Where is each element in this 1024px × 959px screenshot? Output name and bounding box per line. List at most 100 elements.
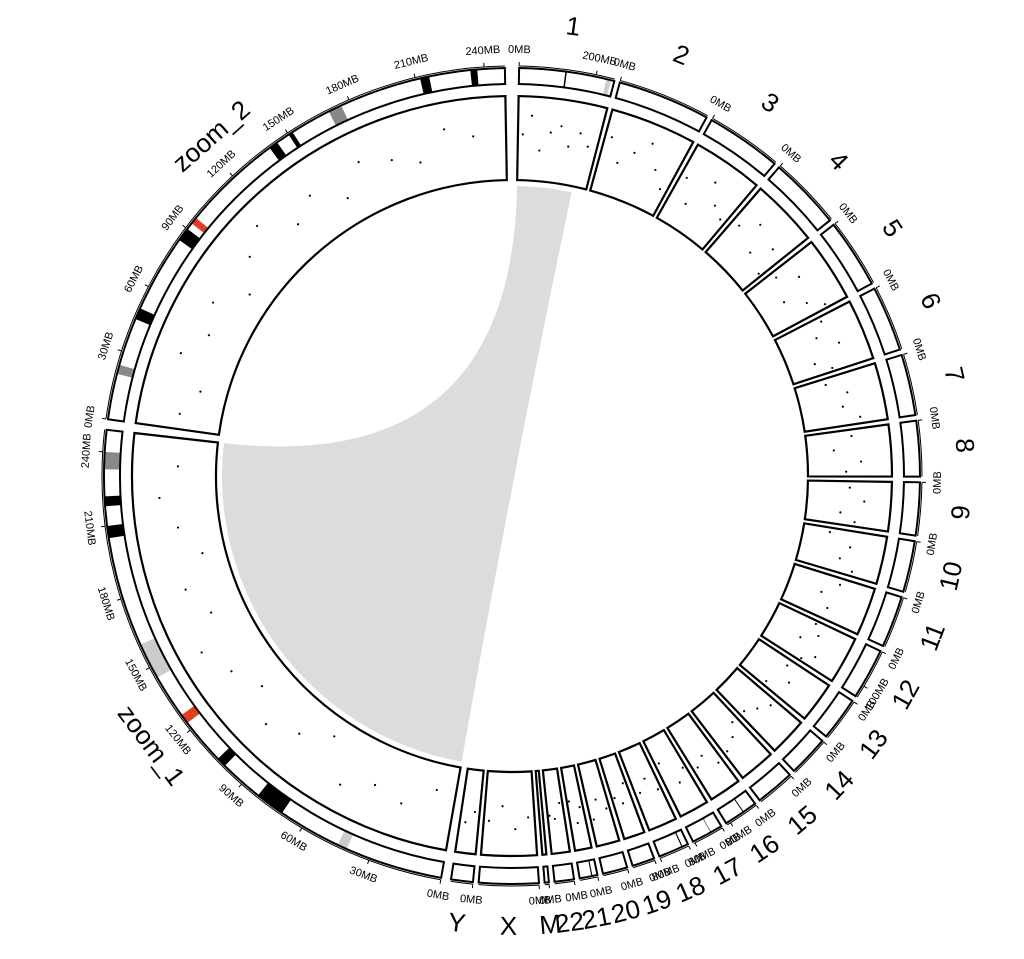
axis-arc (726, 804, 757, 826)
track-box (665, 712, 740, 801)
data-point (472, 135, 475, 138)
tick-mark (186, 729, 191, 734)
data-point (837, 341, 841, 344)
data-point (859, 415, 862, 418)
data-point (521, 133, 524, 136)
tick-mark (346, 95, 350, 101)
data-point (264, 723, 268, 726)
cytoband (563, 71, 567, 88)
tick-label: 90MB (159, 203, 186, 233)
cytoband (702, 818, 712, 833)
data-point (799, 636, 802, 639)
cytoband (337, 830, 354, 850)
sector-label: 6 (914, 288, 947, 313)
data-point (798, 275, 801, 278)
data-point (443, 128, 446, 131)
data-point (749, 251, 752, 254)
tick-label: 0MB (886, 646, 907, 672)
data-point (850, 570, 854, 573)
data-point (333, 735, 336, 738)
ideogram-outline (748, 761, 792, 802)
ideogram-outline (626, 842, 656, 868)
tick-mark (117, 349, 122, 352)
ideogram-outline (542, 865, 550, 884)
axis-arc (620, 80, 708, 117)
tick-label: 0MB (708, 94, 734, 116)
data-point (610, 136, 613, 139)
axis-arc (712, 117, 777, 163)
data-point (605, 807, 608, 810)
tick-label: 60MB (122, 264, 146, 295)
data-point (592, 818, 595, 821)
tick-mark (573, 881, 576, 886)
ideogram-outline (812, 690, 854, 738)
ideogram-outline (106, 67, 507, 423)
tick-label: 0MB (836, 201, 859, 226)
data-point (841, 405, 844, 408)
sector-label: 12 (885, 674, 925, 714)
cytoband (588, 860, 593, 877)
ideogram-outline (517, 67, 616, 98)
sector-label: 13 (853, 723, 894, 764)
track-box (617, 741, 678, 832)
data-point (823, 303, 827, 306)
data-point (731, 721, 734, 724)
ideogram-outline (575, 858, 599, 880)
data-point (158, 496, 161, 500)
data-point (765, 679, 768, 683)
data-point (800, 657, 803, 660)
tick-label: 0MB (589, 884, 614, 900)
data-point (487, 819, 491, 822)
axis-arc (875, 287, 903, 350)
tick-label: 0MB (459, 893, 483, 907)
track-box (794, 522, 889, 586)
tick-label: 210MB (393, 52, 430, 72)
data-point (586, 145, 589, 148)
data-point (578, 806, 581, 809)
tick-label: 0MB (790, 776, 815, 800)
track-box (641, 728, 709, 819)
data-point (621, 802, 625, 805)
tick-mark (790, 775, 795, 780)
axis-arc (794, 741, 825, 773)
cytoband (328, 105, 348, 126)
tick-mark (730, 822, 734, 827)
ideogram-outline (716, 789, 757, 825)
data-point (576, 821, 579, 825)
data-point (298, 732, 301, 735)
link-ribbon (221, 186, 572, 762)
cytoband (117, 364, 135, 378)
track-box (453, 767, 485, 856)
data-point (849, 546, 852, 549)
ideogram-outline (858, 287, 902, 356)
cytoband (217, 747, 237, 766)
data-point (199, 390, 202, 393)
ideogram-outline (598, 850, 629, 875)
track-box (743, 240, 849, 338)
data-point (558, 801, 561, 805)
sector-label: 1 (564, 10, 582, 42)
data-point (400, 802, 403, 805)
data-point (527, 816, 530, 819)
data-point (178, 412, 181, 415)
tick-mark (721, 827, 725, 832)
data-point (176, 526, 180, 529)
data-point (820, 320, 823, 323)
sector-label: 21 (579, 900, 613, 935)
track-box (715, 666, 803, 753)
data-point (616, 161, 619, 164)
tick-label: 0MB (910, 590, 928, 615)
data-point (210, 611, 213, 614)
ideogram-outline (867, 591, 903, 648)
sector-label: 22 (553, 905, 586, 938)
data-point (826, 606, 829, 610)
data-point (863, 500, 866, 503)
axis-arc (779, 165, 832, 220)
data-point (179, 351, 182, 355)
track-box (130, 431, 462, 852)
sector-label: 3 (756, 86, 785, 119)
track-box (655, 143, 759, 251)
ideogram-outline (886, 537, 916, 593)
tick-mark (659, 858, 663, 863)
tick-mark (712, 114, 715, 119)
